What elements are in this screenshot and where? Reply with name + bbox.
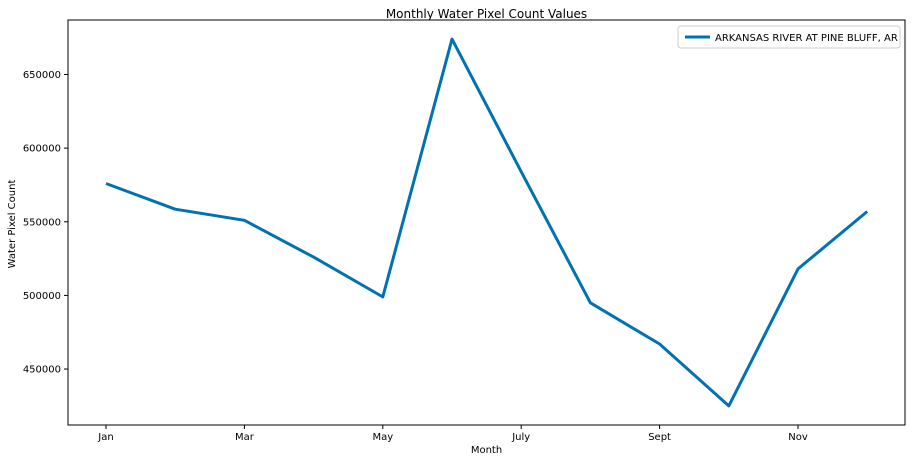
y-axis-label: Water Pixel Count <box>7 180 18 269</box>
series-layer <box>105 37 869 408</box>
x-tick-label: July <box>511 432 530 443</box>
y-tick-label: 650000 <box>23 70 61 81</box>
legend: ARKANSAS RIVER AT PINE BLUFF, AR <box>677 25 901 49</box>
plot-frame <box>67 19 906 426</box>
x-axis-label: Month <box>471 445 502 456</box>
x-tick-label: Sept <box>648 432 671 443</box>
x-axis-ticks: Jan Mar May July Sept Nov <box>97 425 808 443</box>
x-tick-label: Jan <box>97 432 113 443</box>
x-tick-label: May <box>372 432 393 443</box>
legend-label: ARKANSAS RIVER AT PINE BLUFF, AR <box>715 33 898 44</box>
y-tick-label: 500000 <box>23 291 61 302</box>
series-line <box>105 37 869 408</box>
y-tick-label: 600000 <box>23 144 61 155</box>
y-tick-label: 550000 <box>23 217 61 228</box>
x-tick-label: Nov <box>788 432 808 443</box>
x-tick-label: Mar <box>235 432 255 443</box>
chart-title: Monthly Water Pixel Count Values <box>386 7 587 21</box>
y-axis-ticks: 450000 500000 550000 600000 650000 <box>23 70 68 376</box>
legend-box <box>677 25 901 49</box>
y-tick-label: 450000 <box>23 365 61 376</box>
